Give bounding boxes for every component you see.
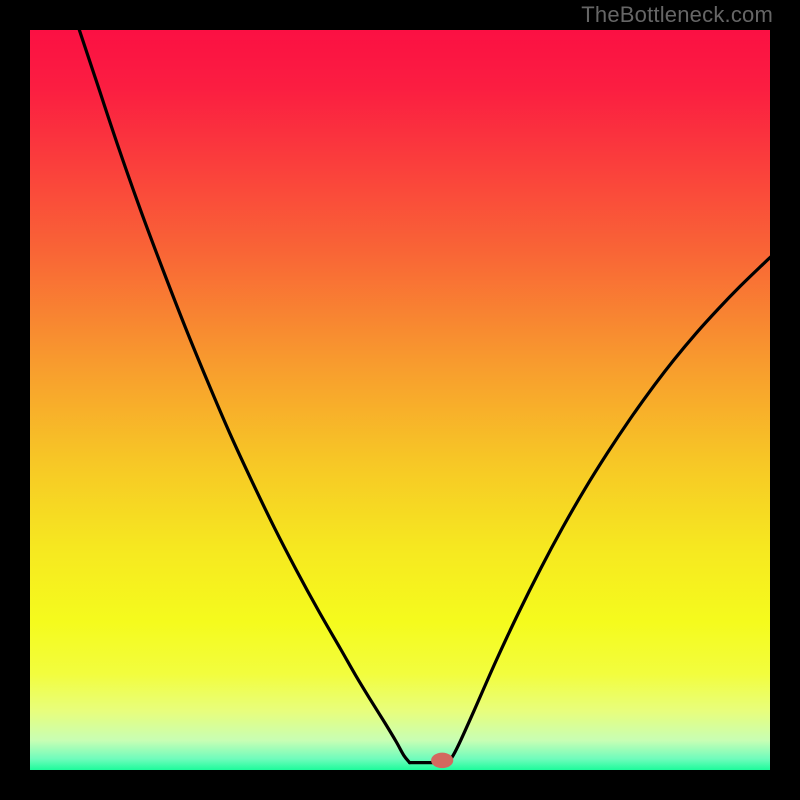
curve-right-branch xyxy=(448,254,774,762)
curve-left-branch xyxy=(78,26,410,762)
border-left xyxy=(0,0,30,800)
watermark-label: TheBottleneck.com xyxy=(581,2,773,27)
border-right xyxy=(770,0,800,800)
border-bottom xyxy=(0,770,800,800)
chart-container: TheBottleneck.com xyxy=(0,0,800,800)
minimum-marker xyxy=(431,753,453,769)
curve-svg xyxy=(30,30,770,770)
watermark-text: TheBottleneck.com xyxy=(581,2,773,28)
plot-area xyxy=(30,30,770,770)
